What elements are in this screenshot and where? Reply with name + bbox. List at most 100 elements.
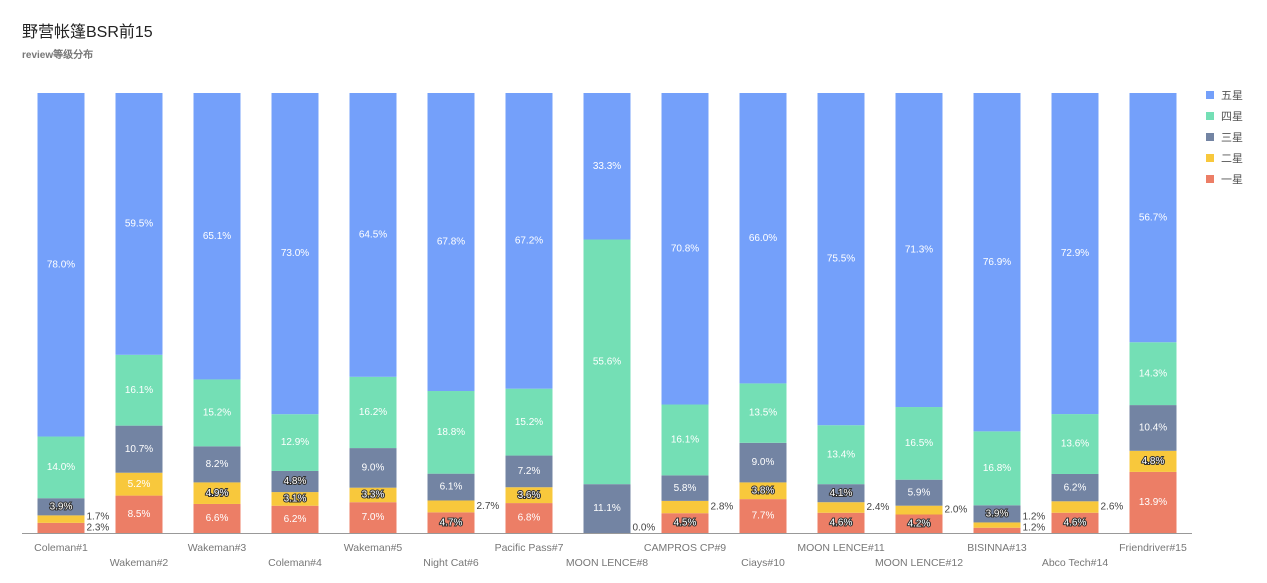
- data-label: 72.9%: [1061, 248, 1089, 259]
- data-label: 76.9%: [983, 257, 1011, 268]
- x-tick-label: MOON LENCE#8: [566, 557, 648, 569]
- bar-segment: [271, 505, 319, 533]
- data-label: 13.6%: [1061, 439, 1089, 450]
- legend-swatch[interactable]: [1206, 175, 1214, 183]
- bar-segment: [427, 473, 475, 501]
- data-label: 4.2%: [908, 518, 931, 529]
- legend-swatch[interactable]: [1206, 91, 1214, 99]
- x-tick-label: Coleman#1: [34, 542, 88, 554]
- data-label: 3.9%: [50, 501, 73, 512]
- bar-segment: [349, 448, 397, 488]
- legend-item[interactable]: 五星: [1221, 89, 1243, 102]
- legend-item[interactable]: 四星: [1221, 110, 1243, 123]
- data-label: 2.0%: [945, 505, 968, 516]
- bar-segment: [37, 498, 85, 516]
- bar-segment: [817, 93, 865, 426]
- data-label: 2.4%: [867, 502, 890, 513]
- x-tick-label: Wakeman#3: [188, 542, 247, 554]
- bar-segment: [973, 505, 1021, 523]
- bar-segment: [973, 93, 1021, 432]
- bar-segment: [115, 93, 163, 355]
- bar-segment: [1051, 414, 1099, 474]
- bar-segment: [1129, 342, 1177, 406]
- bar-segment: [193, 93, 241, 380]
- bar-segment: [661, 404, 709, 476]
- bar-segment: [349, 487, 397, 503]
- data-label: 73.0%: [281, 248, 309, 259]
- data-label: 18.8%: [437, 427, 465, 438]
- data-label: 8.2%: [206, 459, 229, 470]
- legend-swatch[interactable]: [1206, 133, 1214, 141]
- bar-segment: [739, 93, 787, 384]
- bar-segment: [37, 522, 85, 533]
- data-label: 14.0%: [47, 462, 75, 473]
- legend-swatch[interactable]: [1206, 112, 1214, 120]
- data-label: 55.6%: [593, 356, 621, 367]
- bar-segment: [895, 505, 943, 515]
- bar-segment: [973, 522, 1021, 528]
- data-label: 67.2%: [515, 235, 543, 246]
- bar-segment: [427, 93, 475, 392]
- x-tick-label: Pacific Pass#7: [495, 542, 564, 554]
- x-tick-label: Night Cat#6: [423, 557, 479, 569]
- data-label: 13.5%: [749, 408, 777, 419]
- x-tick-label: Friendriver#15: [1119, 542, 1187, 554]
- data-label: 6.1%: [440, 482, 463, 493]
- bar-segment: [115, 425, 163, 473]
- bar-segment: [817, 502, 865, 513]
- x-tick-label: Abco Tech#14: [1042, 557, 1109, 569]
- data-label: 14.3%: [1139, 368, 1167, 379]
- data-label: 2.8%: [711, 502, 734, 513]
- data-label: 7.0%: [362, 512, 385, 523]
- bar-segment: [1129, 93, 1177, 343]
- data-label: 78.0%: [47, 259, 75, 270]
- data-label: 5.8%: [674, 483, 697, 494]
- bar-segment: [37, 93, 85, 437]
- data-label: 70.8%: [671, 243, 699, 254]
- x-tick-label: Coleman#4: [268, 557, 322, 569]
- data-label: 3.6%: [518, 490, 541, 501]
- bar-segment: [739, 442, 787, 483]
- x-tick-label: Ciays#10: [741, 557, 785, 569]
- bar-segment: [973, 431, 1021, 506]
- bar-segment: [193, 482, 241, 504]
- data-label: 7.7%: [752, 511, 775, 522]
- bar-segment: [1051, 512, 1099, 533]
- data-label: 1.7%: [87, 512, 110, 523]
- data-label: 6.2%: [1064, 482, 1087, 493]
- legend-item[interactable]: 二星: [1221, 152, 1243, 165]
- data-label: 4.7%: [440, 517, 463, 528]
- data-label: 16.8%: [983, 463, 1011, 474]
- bar-segment: [427, 500, 475, 513]
- bar-segment: [895, 479, 943, 506]
- data-label: 16.1%: [125, 385, 153, 396]
- legend-item[interactable]: 三星: [1221, 131, 1243, 144]
- x-tick-label: CAMPROS CP#9: [644, 542, 726, 554]
- data-label: 13.4%: [827, 449, 855, 460]
- bar-segment: [349, 93, 397, 377]
- bar-segment: [37, 515, 85, 523]
- bar-segment: [115, 495, 163, 533]
- bar-segment: [193, 503, 241, 533]
- bar-segment: [973, 527, 1021, 533]
- bar-segment: [1129, 450, 1177, 472]
- data-label: 9.0%: [362, 463, 385, 474]
- data-label: 10.7%: [125, 444, 153, 455]
- data-label: 6.2%: [284, 514, 307, 525]
- x-tick-label: MOON LENCE#11: [797, 542, 884, 554]
- bar-segment: [271, 414, 319, 471]
- data-label: 2.6%: [1101, 502, 1124, 513]
- bar-segment: [115, 472, 163, 496]
- bar-segment: [505, 487, 553, 504]
- bar-segment: [271, 93, 319, 415]
- data-label: 3.3%: [362, 490, 385, 501]
- legend-item[interactable]: 一星: [1221, 173, 1243, 186]
- data-label: 4.9%: [206, 488, 229, 499]
- data-label: 4.1%: [830, 488, 853, 499]
- data-label: 67.8%: [437, 237, 465, 248]
- data-label: 4.6%: [830, 518, 853, 529]
- legend-swatch[interactable]: [1206, 154, 1214, 162]
- data-label: 1.2%: [1023, 523, 1046, 534]
- data-label: 15.2%: [203, 408, 231, 419]
